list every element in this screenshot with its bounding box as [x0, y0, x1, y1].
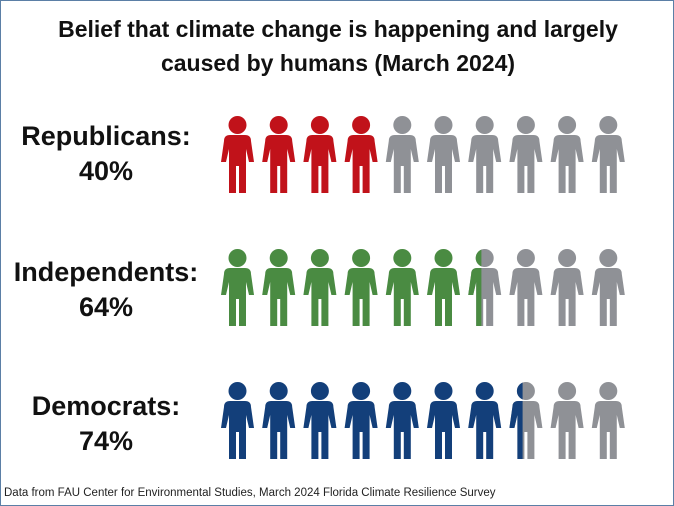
- chart-title-line-2: caused by humans (March 2024): [160, 50, 516, 76]
- republicans-label: Republicans:: [21, 121, 191, 151]
- person-icon: [427, 382, 460, 459]
- person-icon: [221, 116, 254, 193]
- person-icon: [550, 382, 584, 459]
- person-icon: [344, 382, 378, 459]
- person-icon: [509, 116, 543, 193]
- person-icon: [303, 249, 337, 326]
- person-icon: [221, 249, 254, 326]
- person-icon: [385, 382, 419, 459]
- person-icon: [468, 382, 502, 459]
- person-icon: [303, 116, 337, 193]
- person-icon: [262, 116, 296, 193]
- source-note: Data from FAU Center for Environmental S…: [4, 487, 496, 499]
- person-icon: [221, 382, 254, 459]
- independents-label: Independents:: [13, 257, 199, 287]
- person-icon: [550, 116, 584, 193]
- person-icon: [385, 249, 419, 326]
- person-icon: [509, 382, 543, 459]
- person-icon: [344, 249, 378, 326]
- person-icon: [427, 249, 460, 326]
- person-icon: [468, 116, 502, 193]
- person-icon: [262, 249, 296, 326]
- chart-title-line-1: Belief that climate change is happening …: [58, 16, 618, 42]
- person-icon: [591, 249, 625, 326]
- democrats-label: Democrats:: [31, 391, 181, 421]
- person-icon: [468, 249, 502, 326]
- person-icon: [550, 249, 584, 326]
- person-icon: [591, 116, 625, 193]
- person-icon: [385, 116, 419, 193]
- person-icon: [303, 382, 337, 459]
- republicans-percent: 40%: [78, 156, 134, 186]
- democrats-percent: 74%: [78, 426, 134, 456]
- person-icon: [262, 382, 296, 459]
- independents-percent: 64%: [78, 292, 134, 322]
- person-icon: [427, 116, 460, 193]
- person-icon: [344, 116, 378, 193]
- person-icon: [591, 382, 625, 459]
- person-icon: [509, 249, 543, 326]
